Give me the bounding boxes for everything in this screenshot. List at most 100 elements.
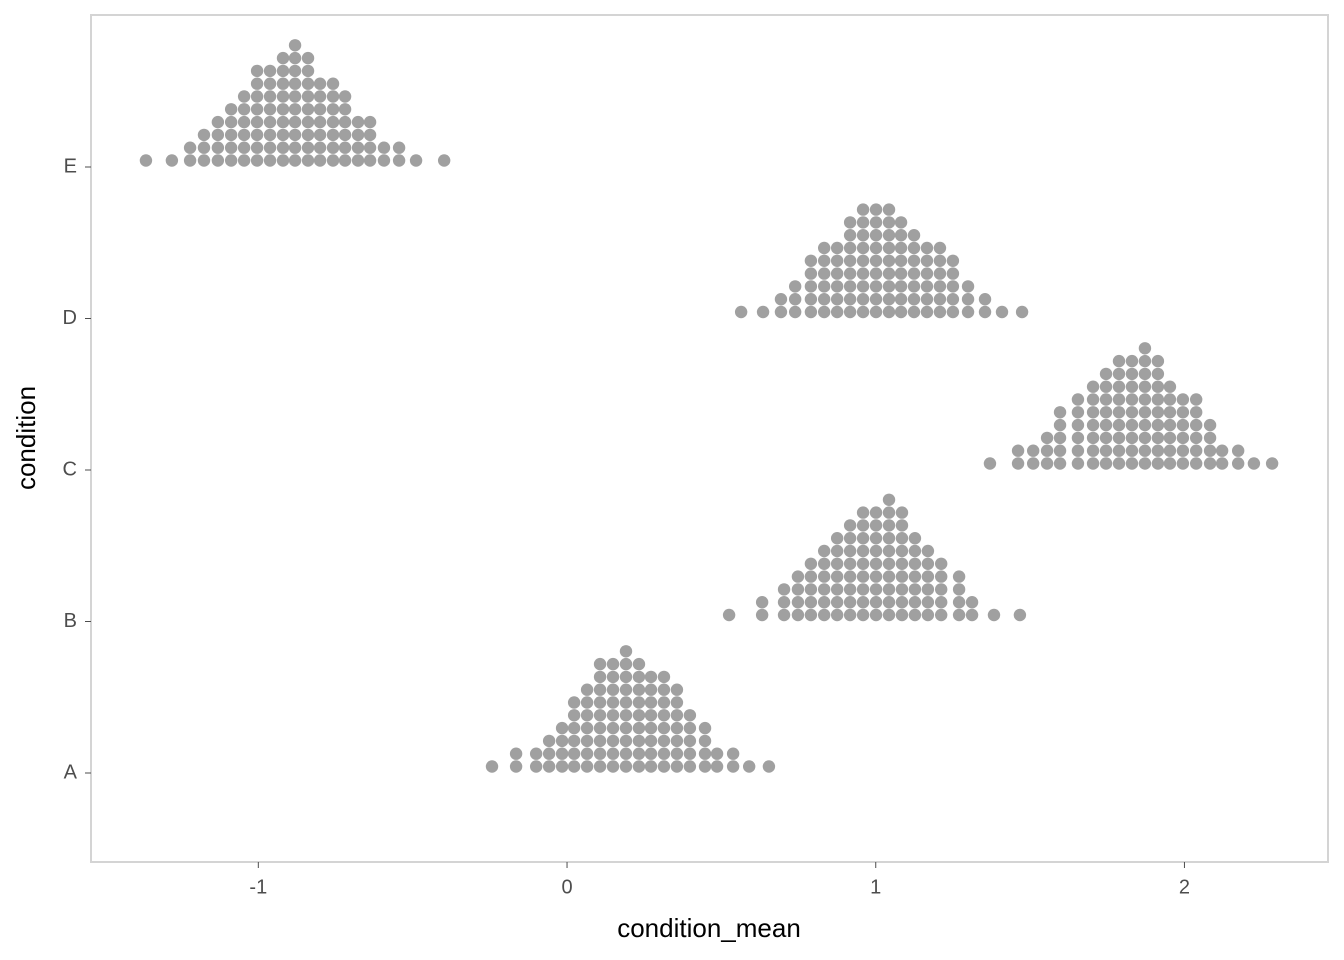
dot xyxy=(791,596,805,609)
dot-stack xyxy=(710,747,724,773)
dot xyxy=(830,583,844,596)
dot xyxy=(933,254,947,267)
dot-stack xyxy=(1215,444,1229,470)
dot xyxy=(326,77,340,90)
dot xyxy=(895,608,909,622)
dot xyxy=(978,305,992,319)
dot xyxy=(555,721,569,735)
dot-stack xyxy=(1086,380,1100,470)
dot-stack xyxy=(856,203,870,319)
dot xyxy=(1176,418,1190,432)
dot xyxy=(1112,354,1126,368)
dot xyxy=(843,583,857,596)
dot xyxy=(817,293,831,306)
dot xyxy=(250,154,264,167)
dot xyxy=(1215,457,1229,470)
dot xyxy=(288,103,302,116)
dot xyxy=(580,747,594,760)
dot xyxy=(777,596,791,609)
dot xyxy=(657,734,671,748)
dot-stack xyxy=(1053,406,1067,470)
dot-stack xyxy=(869,506,883,622)
dot xyxy=(301,51,315,65)
dot xyxy=(567,747,581,760)
dot-stack xyxy=(263,64,277,167)
x-tick-label: -1 xyxy=(249,876,267,898)
dot-stack xyxy=(830,532,844,622)
dot xyxy=(908,596,922,609)
dot xyxy=(301,103,315,116)
dot xyxy=(1125,457,1139,470)
dot xyxy=(894,305,908,319)
dot-stack xyxy=(742,760,756,773)
dot-stack xyxy=(301,51,315,167)
dot-stack xyxy=(791,570,805,622)
dot xyxy=(1203,431,1217,445)
dot-stack xyxy=(542,734,556,773)
dot-stack xyxy=(1189,393,1203,470)
dot xyxy=(869,532,883,545)
dot xyxy=(670,747,684,760)
dot xyxy=(817,305,831,319)
dot xyxy=(683,747,697,760)
dot xyxy=(288,115,302,129)
dot-stack xyxy=(734,305,748,319)
dot xyxy=(946,280,960,293)
dot xyxy=(1026,444,1040,457)
dot xyxy=(804,583,818,596)
dot xyxy=(1151,367,1165,381)
dot xyxy=(392,141,406,154)
dot xyxy=(567,760,581,773)
dot xyxy=(1151,380,1165,393)
dot xyxy=(777,583,791,596)
y-tick-label: B xyxy=(64,610,77,632)
dot xyxy=(830,293,844,306)
dot xyxy=(670,696,684,709)
y-tick-label: C xyxy=(63,458,77,480)
dot xyxy=(1112,457,1126,470)
dot xyxy=(869,293,883,306)
dot xyxy=(804,254,818,267)
dot xyxy=(338,141,352,154)
dot xyxy=(843,216,857,229)
dot xyxy=(856,596,870,609)
dot-stack xyxy=(908,532,922,622)
dot xyxy=(1071,457,1085,470)
dot xyxy=(804,570,818,583)
dot xyxy=(869,506,883,519)
dot xyxy=(1040,444,1054,457)
dot xyxy=(1099,444,1113,457)
dot xyxy=(529,760,543,773)
dot xyxy=(1125,444,1139,457)
dot xyxy=(987,608,1001,622)
dot-stack xyxy=(509,747,523,773)
dot xyxy=(288,77,302,90)
dot xyxy=(237,154,251,167)
dot xyxy=(377,141,391,154)
dot xyxy=(777,608,791,622)
dot xyxy=(644,747,658,760)
dot xyxy=(817,583,831,596)
dot xyxy=(542,747,556,760)
dot xyxy=(1099,431,1113,445)
dot-stack xyxy=(722,608,736,622)
dot xyxy=(657,709,671,722)
dot xyxy=(869,570,883,583)
dot xyxy=(952,596,966,609)
dot xyxy=(1099,367,1113,381)
dot-stack xyxy=(1231,444,1245,470)
dot xyxy=(237,103,251,116)
dot xyxy=(250,103,264,116)
dot xyxy=(619,760,633,773)
dot-stack xyxy=(1015,305,1029,319)
dot xyxy=(921,544,935,558)
dot xyxy=(683,760,697,773)
dot xyxy=(224,141,238,154)
dot xyxy=(1015,305,1029,319)
dot xyxy=(377,154,391,167)
dot xyxy=(869,254,883,267)
dot xyxy=(224,103,238,116)
dot xyxy=(301,90,315,103)
dot xyxy=(722,608,736,622)
dot-stack xyxy=(762,760,776,773)
